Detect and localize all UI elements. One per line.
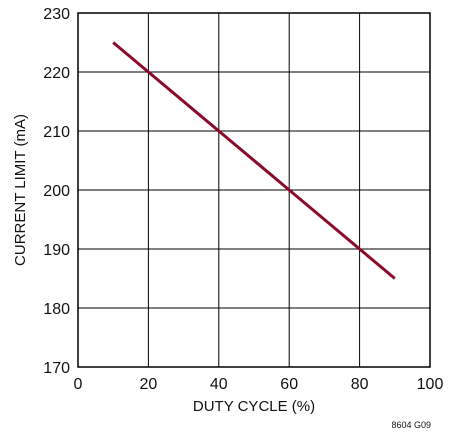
y-tick-label: 230	[43, 6, 70, 23]
y-tick-label: 180	[43, 301, 70, 318]
y-tick-label: 190	[43, 242, 70, 259]
figure-code: 8604 G09	[391, 420, 431, 430]
grid	[78, 13, 430, 367]
series-layer	[113, 43, 395, 279]
y-tick-label: 220	[43, 65, 70, 82]
series-line	[113, 43, 395, 279]
y-axis-title: CURRENT LIMIT (mA)	[12, 114, 29, 266]
x-axis-title: DUTY CYCLE (%)	[193, 398, 315, 415]
x-tick-label: 80	[351, 376, 369, 393]
x-tick-label: 40	[210, 376, 228, 393]
x-tick-label: 0	[74, 376, 83, 393]
x-tick-label: 20	[140, 376, 158, 393]
x-tick-labels: 0 20 40 60 80 100	[74, 376, 444, 393]
y-tick-label: 210	[43, 124, 70, 141]
y-tick-label: 170	[43, 360, 70, 377]
y-tick-label: 200	[43, 183, 70, 200]
x-tick-label: 100	[417, 376, 444, 393]
x-tick-label: 60	[280, 376, 298, 393]
y-tick-labels: 170 180 190 200 210 220 230	[43, 6, 70, 377]
